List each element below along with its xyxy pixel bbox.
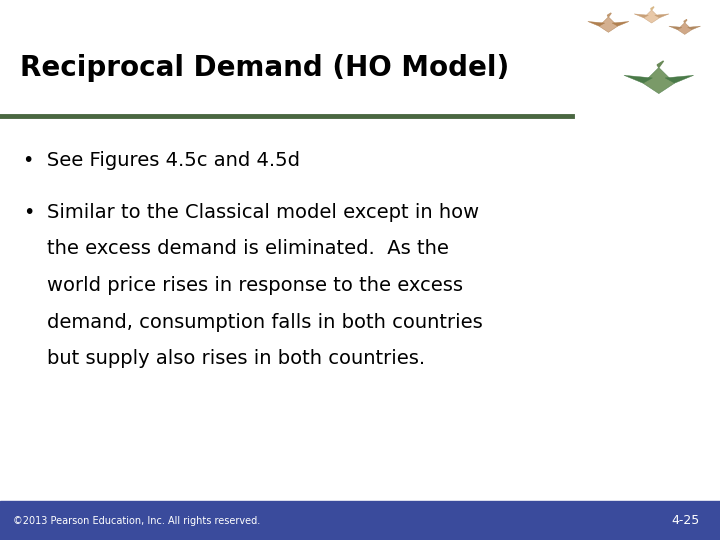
Polygon shape <box>688 26 701 30</box>
Text: the excess demand is eliminated.  As the: the excess demand is eliminated. As the <box>47 239 449 258</box>
Polygon shape <box>669 26 682 30</box>
Polygon shape <box>643 68 675 93</box>
Text: •  See Figures 4.5c and 4.5d: • See Figures 4.5c and 4.5d <box>23 151 300 170</box>
Text: Reciprocal Demand (HO Model): Reciprocal Demand (HO Model) <box>20 53 510 82</box>
Polygon shape <box>644 10 660 23</box>
Polygon shape <box>608 13 611 17</box>
Polygon shape <box>657 61 664 68</box>
FancyBboxPatch shape <box>0 501 720 540</box>
Polygon shape <box>588 22 605 26</box>
Polygon shape <box>651 6 654 10</box>
Polygon shape <box>678 23 692 35</box>
Polygon shape <box>654 14 669 18</box>
Polygon shape <box>624 75 652 83</box>
Polygon shape <box>634 14 649 18</box>
Polygon shape <box>612 22 629 26</box>
Text: •: • <box>23 202 35 221</box>
Text: world price rises in response to the excess: world price rises in response to the exc… <box>47 276 463 295</box>
Text: demand, consumption falls in both countries: demand, consumption falls in both countr… <box>47 313 482 332</box>
Polygon shape <box>599 17 618 32</box>
Text: but supply also rises in both countries.: but supply also rises in both countries. <box>47 349 425 368</box>
Polygon shape <box>684 19 687 23</box>
Text: 4-25: 4-25 <box>672 514 700 527</box>
Text: ©2013 Pearson Education, Inc. All rights reserved.: ©2013 Pearson Education, Inc. All rights… <box>13 516 260 525</box>
Polygon shape <box>665 75 693 83</box>
Text: Similar to the Classical model except in how: Similar to the Classical model except in… <box>47 202 479 221</box>
